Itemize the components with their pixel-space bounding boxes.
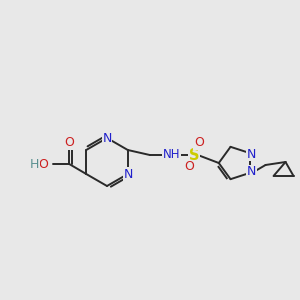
Text: N: N (247, 166, 256, 178)
Text: N: N (124, 167, 134, 181)
Text: O: O (64, 136, 74, 149)
Text: H: H (30, 158, 39, 170)
Text: O: O (194, 136, 204, 149)
Text: O: O (38, 158, 48, 170)
Text: S: S (188, 148, 199, 163)
Text: N: N (247, 148, 256, 160)
Text: NH: NH (163, 148, 181, 161)
Text: O: O (184, 160, 194, 173)
Text: N: N (102, 133, 112, 146)
